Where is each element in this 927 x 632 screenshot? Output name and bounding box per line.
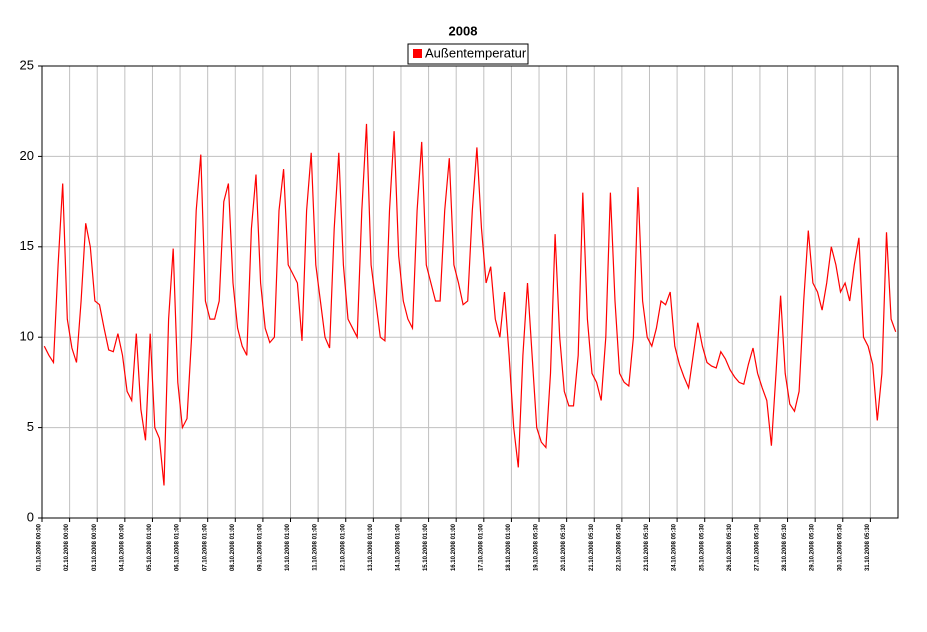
x-tick-label: 30.10.2008 05:30: [837, 523, 843, 571]
x-tick-label: 17.10.2008 01:00: [478, 523, 484, 571]
data-line: [43, 123, 897, 486]
legend-box: [407, 43, 529, 65]
y-tick-label: 10: [20, 329, 34, 344]
legend-label: Außentemperatur: [425, 45, 527, 60]
x-tick-label: 06.10.2008 01:00: [175, 523, 181, 571]
x-tick-label: 22.10.2008 05:30: [616, 523, 622, 571]
x-tick-label: 25.10.2008 05:30: [699, 523, 705, 571]
x-tick-label: 13.10.2008 01:00: [368, 523, 374, 571]
x-tick-label: 12.10.2008 01:00: [340, 523, 346, 571]
plot-area: [42, 66, 898, 518]
x-tick-label: 28.10.2008 05:30: [782, 523, 788, 571]
x-tick-label: 24.10.2008 05:30: [672, 523, 678, 571]
x-tick-label: 03.10.2008 00:00: [92, 523, 98, 571]
x-tick-label: 16.10.2008 01:00: [451, 523, 457, 571]
x-tick-label: 29.10.2008 05:30: [810, 523, 816, 571]
chart-title: 2008: [449, 23, 478, 38]
x-tick-label: 02.10.2008 00:00: [64, 523, 70, 571]
x-tick-label: 04.10.2008 00:00: [119, 523, 125, 571]
x-tick-label: 19.10.2008 05:30: [534, 523, 540, 571]
x-tick-label: 11.10.2008 01:00: [313, 523, 319, 570]
x-tick-label: 27.10.2008 05:30: [755, 523, 761, 571]
legend-swatch: [413, 49, 422, 58]
plot-border: [41, 65, 899, 519]
y-tick-label: 20: [20, 148, 34, 163]
x-tick-label: 07.10.2008 01:00: [202, 523, 208, 571]
x-tick-label: 21.10.2008 05:30: [589, 523, 595, 571]
x-tick-label: 01.10.2008 00:00: [37, 523, 43, 571]
y-tick-label: 25: [20, 57, 34, 72]
x-tick-label: 09.10.2008 01:00: [257, 523, 263, 571]
x-tick-label: 31.10.2008 05:30: [865, 523, 871, 571]
y-tick-label: 0: [27, 509, 34, 524]
x-tick-label: 15.10.2008 01:00: [423, 523, 429, 571]
x-tick-label: 14.10.2008 01:00: [396, 523, 402, 571]
x-tick-label: 18.10.2008 01:00: [506, 523, 512, 571]
y-tick-label: 15: [20, 238, 34, 253]
x-tick-label: 23.10.2008 05:30: [644, 523, 650, 571]
x-tick-label: 05.10.2008 01:00: [147, 523, 153, 571]
x-tick-label: 08.10.2008 01:00: [230, 523, 236, 571]
x-tick-label: 26.10.2008 05:30: [727, 523, 733, 571]
x-tick-label: 20.10.2008 05:30: [561, 523, 567, 571]
y-tick-label: 5: [27, 419, 34, 434]
x-tick-label: 10.10.2008 01:00: [285, 523, 291, 571]
